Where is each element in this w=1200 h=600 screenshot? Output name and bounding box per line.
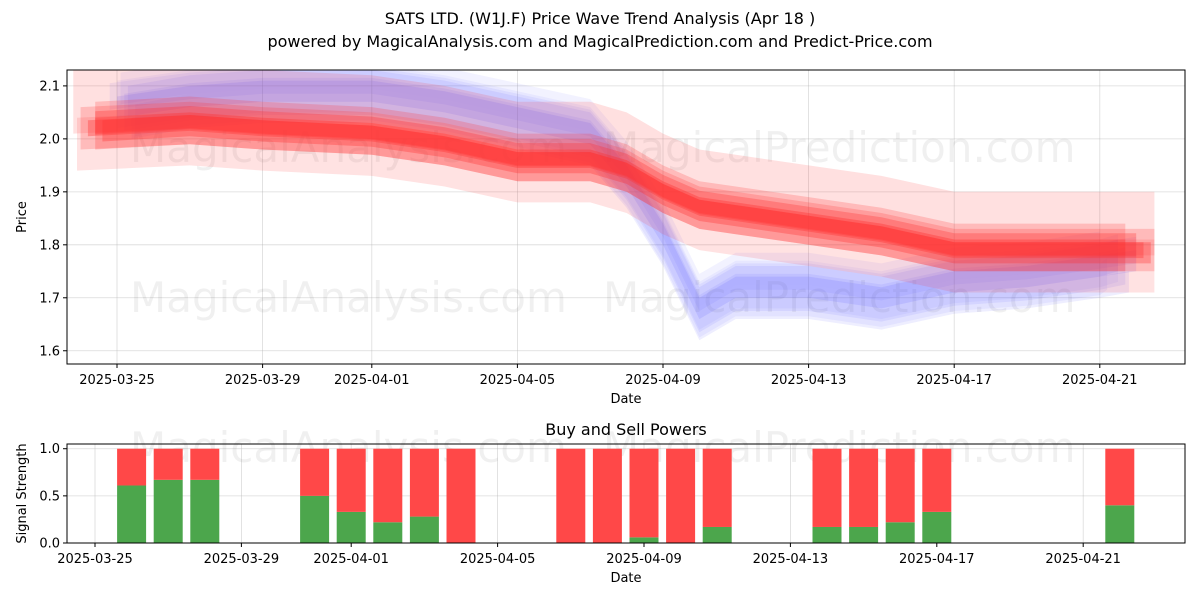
red-wave-band bbox=[95, 106, 1137, 257]
buy-bar bbox=[885, 522, 915, 543]
sell-bar bbox=[153, 448, 183, 480]
y-tick-label: 1.6 bbox=[39, 344, 60, 359]
sell-bar bbox=[446, 448, 476, 543]
x-tick-label: 2025-04-01 bbox=[313, 552, 389, 567]
buy-bar bbox=[117, 485, 147, 543]
blue-wave-band bbox=[124, 77, 1126, 333]
y-tick-label: 1.8 bbox=[39, 238, 60, 253]
sell-bar bbox=[666, 448, 696, 543]
buy-bar bbox=[849, 526, 879, 543]
sell-bar bbox=[300, 448, 330, 496]
y-tick-label: 2.1 bbox=[39, 79, 60, 94]
red-wave-band bbox=[95, 96, 1126, 256]
sell-bar bbox=[190, 448, 220, 480]
chart-title: SATS LTD. (W1J.F) Price Wave Trend Analy… bbox=[384, 9, 816, 28]
red-wave-band bbox=[95, 112, 1126, 272]
red-wave-band bbox=[73, 70, 1155, 256]
y-tick-label: 0.5 bbox=[39, 489, 60, 504]
x-tick-label: 2025-04-05 bbox=[480, 373, 556, 388]
y-axis-label: Signal Strength bbox=[15, 443, 30, 543]
sell-bar bbox=[885, 448, 915, 523]
sell-bar bbox=[556, 448, 586, 543]
x-tick-label: 2025-04-01 bbox=[334, 373, 410, 388]
signal-chart-title: Buy and Sell Powers bbox=[545, 420, 707, 439]
x-tick-label: 2025-04-09 bbox=[606, 552, 682, 567]
buy-bar bbox=[1105, 505, 1135, 543]
red-wave-band bbox=[80, 101, 1155, 272]
y-tick-label: 0.0 bbox=[39, 537, 60, 552]
buy-bar bbox=[922, 511, 952, 543]
blue-wave-band bbox=[117, 80, 1137, 319]
x-tick-label: 2025-04-05 bbox=[460, 552, 536, 567]
x-tick-label: 2025-04-13 bbox=[753, 552, 829, 567]
buy-bar bbox=[153, 479, 183, 543]
red-wave-band bbox=[77, 112, 1155, 293]
blue-wave-band bbox=[117, 70, 1118, 330]
buy-bar bbox=[373, 522, 403, 543]
x-tick-label: 2025-03-29 bbox=[225, 373, 301, 388]
buy-bar bbox=[409, 516, 439, 543]
red-wave-band bbox=[102, 115, 1151, 264]
price-axes-frame bbox=[66, 69, 1186, 365]
x-tick-label: 2025-04-21 bbox=[1062, 373, 1138, 388]
y-tick-label: 2.0 bbox=[39, 132, 60, 147]
blue-wave-band bbox=[135, 88, 1108, 338]
watermark-text: MagicalAnalysis.com bbox=[130, 273, 567, 322]
x-tick-label: 2025-04-21 bbox=[1045, 552, 1121, 567]
y-tick-label: 1.9 bbox=[39, 185, 60, 200]
signal-axes-frame bbox=[66, 443, 1186, 544]
x-tick-label: 2025-04-17 bbox=[899, 552, 975, 567]
buy-bar bbox=[190, 479, 220, 543]
sell-bar bbox=[373, 448, 403, 523]
buy-bar bbox=[336, 511, 366, 543]
y-tick-label: 1.7 bbox=[39, 291, 60, 306]
blue-wave-band bbox=[127, 70, 1118, 319]
sell-bar bbox=[336, 448, 366, 512]
x-tick-label: 2025-03-25 bbox=[79, 373, 155, 388]
blue-wave-band bbox=[109, 70, 1137, 311]
sell-bar bbox=[849, 448, 879, 527]
sell-bar bbox=[812, 448, 842, 527]
buy-bar bbox=[812, 526, 842, 543]
sell-bar bbox=[1105, 448, 1135, 506]
watermark-text: MagicalAnalysis.com bbox=[130, 123, 567, 172]
x-tick-label: 2025-03-29 bbox=[204, 552, 280, 567]
x-axis-label: Date bbox=[610, 392, 641, 407]
watermark-text: MagicalPrediction.com bbox=[603, 123, 1076, 172]
y-tick-label: 1.0 bbox=[39, 442, 60, 457]
red-wave-band bbox=[87, 115, 1144, 259]
sell-bar bbox=[409, 448, 439, 517]
sell-bar bbox=[629, 448, 659, 538]
chart-subtitle: powered by MagicalAnalysis.com and Magic… bbox=[267, 32, 933, 51]
x-axis-label: Date bbox=[610, 571, 641, 586]
y-axis-label: Price bbox=[15, 201, 30, 233]
watermark-text: MagicalPrediction.com bbox=[603, 273, 1076, 322]
sell-bar bbox=[702, 448, 732, 527]
buy-bar bbox=[702, 526, 732, 543]
sell-bar bbox=[117, 448, 147, 486]
buy-bar bbox=[300, 495, 330, 543]
x-tick-label: 2025-04-17 bbox=[916, 373, 992, 388]
buy-bar bbox=[629, 537, 659, 543]
x-tick-label: 2025-04-13 bbox=[771, 373, 847, 388]
sell-bar bbox=[922, 448, 952, 512]
x-tick-label: 2025-03-25 bbox=[57, 552, 133, 567]
sell-bar bbox=[592, 448, 622, 543]
x-tick-label: 2025-04-09 bbox=[625, 373, 701, 388]
